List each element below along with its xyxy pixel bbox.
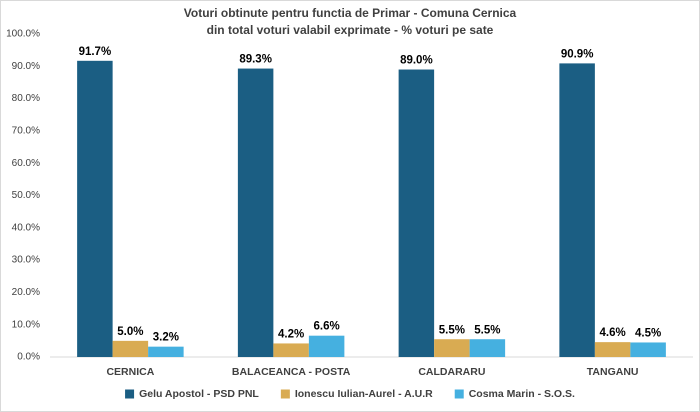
value-label: 4.5% xyxy=(635,327,661,339)
chart-subtitle: din total voturi valabil exprimate - % v… xyxy=(207,23,494,37)
x-tick-label: CALDARARU xyxy=(418,366,485,378)
y-tick-label: 10.0% xyxy=(12,319,40,330)
value-label: 5.0% xyxy=(117,326,143,338)
value-label: 5.5% xyxy=(474,324,500,336)
bar xyxy=(273,343,309,357)
y-tick-label: 70.0% xyxy=(12,126,40,137)
y-tick-label: 20.0% xyxy=(12,287,40,298)
bar xyxy=(469,339,506,357)
value-label: 91.7% xyxy=(79,46,112,58)
legend-label: Cosma Marin - S.O.S. xyxy=(469,388,575,400)
x-tick-label: CERNICA xyxy=(106,366,154,378)
bar xyxy=(308,335,345,357)
y-tick-label: 90.0% xyxy=(12,61,40,72)
value-label: 89.3% xyxy=(239,54,272,66)
bar xyxy=(237,68,274,357)
value-label: 4.2% xyxy=(278,328,304,340)
bar xyxy=(148,346,184,357)
y-tick-label: 0.0% xyxy=(17,352,40,363)
bar xyxy=(77,60,113,358)
y-tick-label: 100.0% xyxy=(6,29,40,40)
x-tick-label: BALACEANCA - POSTA xyxy=(232,366,351,378)
value-label: 3.2% xyxy=(153,332,179,344)
legend-swatch xyxy=(280,389,290,399)
bar xyxy=(559,63,595,357)
x-tick-label: TANGANU xyxy=(587,366,639,378)
value-label: 89.0% xyxy=(400,55,433,67)
bar xyxy=(112,340,149,357)
y-tick-label: 60.0% xyxy=(12,158,40,169)
legend-swatch xyxy=(454,389,464,399)
bar xyxy=(630,342,666,357)
bar xyxy=(594,342,631,357)
legend-label: Gelu Apostol - PSD PNL xyxy=(139,388,259,400)
y-tick-label: 50.0% xyxy=(12,190,40,201)
value-label: 5.5% xyxy=(439,324,465,336)
bar xyxy=(434,339,470,357)
bar xyxy=(398,69,435,357)
legend-label: Ionescu Iulian-Aurel - A.U.R xyxy=(295,388,433,400)
y-tick-label: 80.0% xyxy=(12,93,40,104)
y-tick-label: 40.0% xyxy=(12,222,40,233)
value-label: 90.9% xyxy=(561,48,594,60)
y-tick-label: 30.0% xyxy=(12,255,40,266)
value-label: 4.6% xyxy=(600,327,626,339)
value-label: 6.6% xyxy=(314,321,340,333)
chart-title: Voturi obtinute pentru functia de Primar… xyxy=(184,6,517,20)
legend-swatch xyxy=(125,389,135,399)
